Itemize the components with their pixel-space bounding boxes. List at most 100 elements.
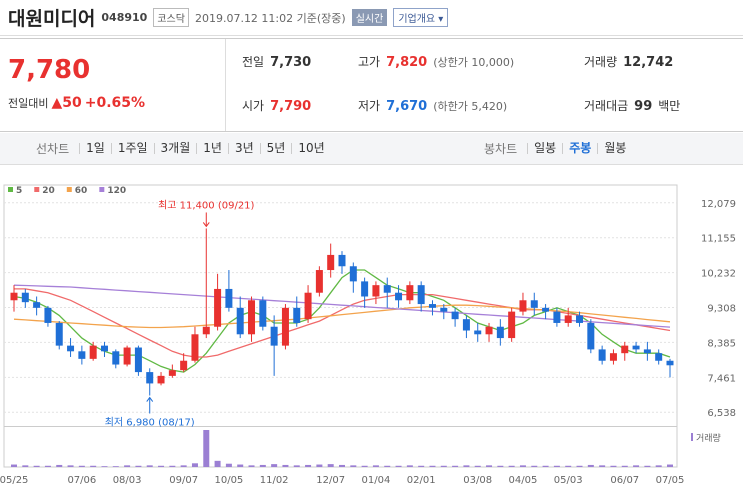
volume-bar [474,465,481,467]
candle-body [248,300,256,335]
volume-bar [463,465,470,467]
x-tick-label: 04/05 [509,475,538,486]
tab-group-label: 봉차트 [484,142,518,156]
volume-bar [259,464,266,467]
x-tick-label: 01/04 [362,475,391,486]
candle-body [395,292,403,301]
tab[interactable]: 월봉 [597,142,632,154]
volume-bar [316,464,323,467]
candle-body [338,254,346,267]
x-tick-label: 02/01 [407,475,436,486]
volume-bar [452,465,459,467]
candle-body [33,302,41,308]
item-value: 99 [634,99,653,114]
candle-body [214,288,222,327]
candle-body [349,266,357,282]
volume-bar [203,430,210,467]
volume-bar [135,465,142,467]
candle-body [428,304,436,308]
tab[interactable]: 3개월 [153,142,197,154]
tab[interactable]: 1일 [79,142,111,154]
item-value: 12,742 [623,55,674,70]
x-tick-label: 12/07 [316,475,345,486]
volume-bar [271,464,278,467]
x-tick-label: 03/08 [463,475,492,486]
candle-body [236,307,244,335]
volume-bar [248,465,255,467]
candle-body [191,334,199,361]
tab[interactable]: 3년 [227,142,260,154]
candle-tabs: 봉차트 일봉 주봉 월봉 [484,133,632,164]
candle-body [225,288,233,308]
legend-label: 20 [42,186,55,196]
volume-bar [655,465,662,467]
company-label: 기업개요 [398,14,436,25]
tab[interactable]: 10년 [291,142,330,154]
volume-bar [78,465,85,467]
candle-body [21,292,29,303]
chart: 6,538 7,461 8,385 9,308 10,232 11,155 12,079 05… [0,184,736,486]
candle-body [10,292,18,301]
ma-line [13,269,671,373]
candle-body [304,292,312,320]
candle-body [519,300,527,312]
volume-bar [418,465,425,467]
realtime-button[interactable]: 실시간 [351,9,388,26]
candle-body [327,254,335,271]
item-note: (상한가 10,000) [433,56,515,69]
volume-bar [158,465,165,467]
candle-body [281,307,289,346]
volume-bar [180,465,187,467]
volume-bar [305,464,312,467]
item-value: 7,670 [386,99,428,114]
item-value: 7,820 [386,55,428,70]
x-tick-label: 06/07 [610,475,639,486]
candle-body [417,285,425,305]
x-tick-label: 05/03 [554,475,583,486]
candle-body [78,351,86,359]
tab[interactable]: 1주일 [110,142,154,154]
legend-label: 120 [107,186,126,196]
candle-body [168,370,176,376]
tab[interactable]: 1년 [196,142,228,154]
change: 전일대비 ▲50 +0.65% [8,95,145,111]
candle-body [643,349,651,354]
x-tick-label: 07/06 [67,475,96,486]
candle-body [632,345,640,350]
volume-bar [429,465,436,467]
candle-body [361,281,369,297]
quote-main: 7,780 전일대비 ▲50 +0.65% [0,39,226,131]
volume-bar [90,465,97,467]
y-tick-label: 11,155 [701,234,736,245]
tab[interactable]: 일봉 [527,142,562,154]
ma-line [13,304,671,329]
volume-bar [237,464,244,467]
legend-swatch [66,187,72,192]
volume-bar [112,466,119,467]
tab[interactable]: 주봉 [562,142,597,154]
volume-bar [406,465,413,467]
tab-bar: 선차트 1일 1주일 3개월 1년 3년 5년 10년 봉차트 일봉 주봉 월봉 [0,133,743,165]
candle-body [530,300,538,308]
tab-group-label: 선차트 [36,142,70,156]
candle-body [474,330,482,335]
candle-body [383,285,391,293]
item-label: 고가 [358,55,381,69]
stock-code: 048910 [101,11,148,24]
volume-bar [497,465,504,467]
candle-body [270,326,278,346]
volume-bar [361,465,368,467]
candle-body [485,326,493,335]
change-value: ▲50 [51,95,82,111]
candle-body [55,322,63,346]
candle-body [666,360,674,366]
volume-bar [565,465,572,467]
candle-body [67,345,75,352]
header: 대원미디어 048910 코스닥 2019.07.12 11:02 기준(장중)… [0,0,743,36]
legend-label: 5 [16,186,22,196]
volume-bar [667,464,673,467]
candle-body [202,326,210,335]
company-dropdown[interactable]: 기업개요 ▾ [393,8,449,27]
volume-bar [350,465,357,467]
tab[interactable]: 5년 [259,142,292,154]
